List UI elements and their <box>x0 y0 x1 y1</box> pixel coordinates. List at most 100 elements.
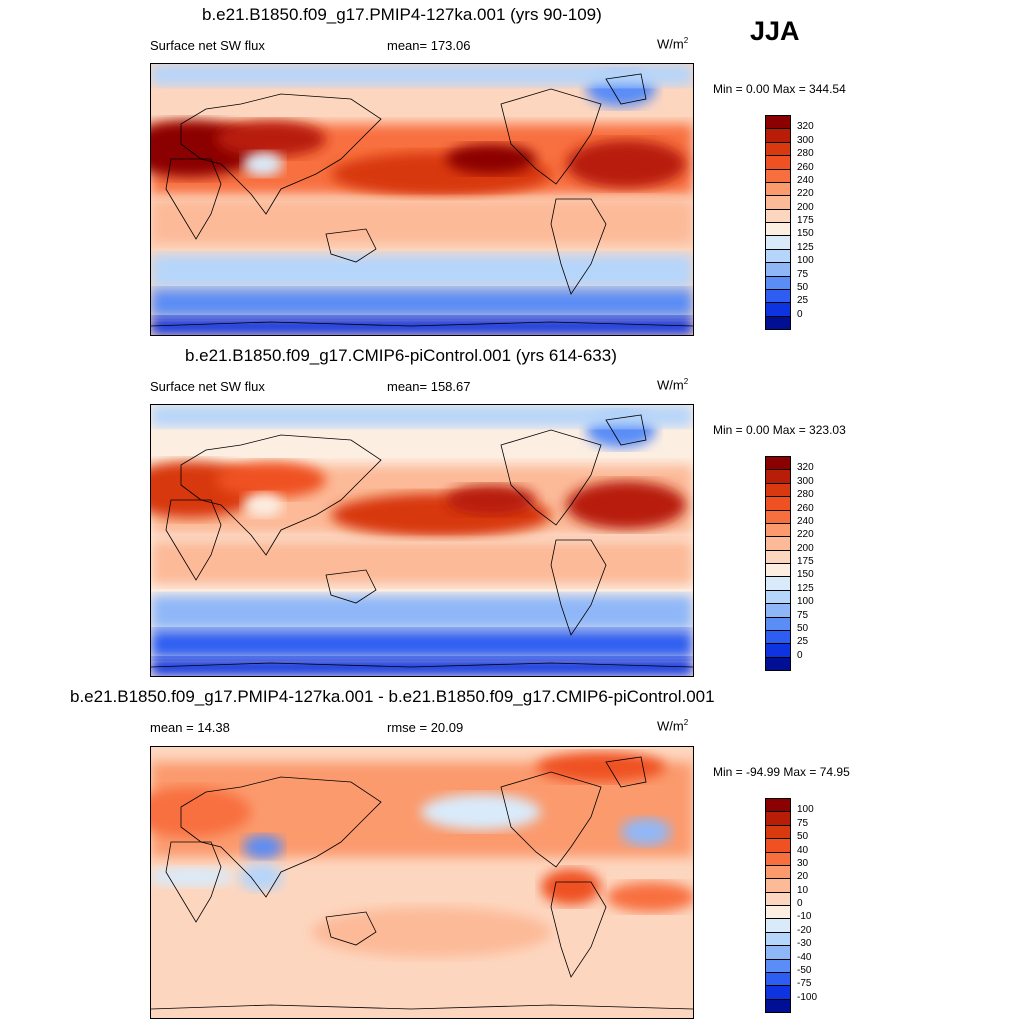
colorbar-box <box>765 302 791 317</box>
colorbar-box <box>765 115 791 130</box>
colorbar-tick-label: 50 <box>797 831 809 843</box>
panel-2-minmax: Min = 0.00 Max = 323.03 <box>713 423 846 437</box>
panel-2-variable-label: Surface net SW flux <box>150 379 265 394</box>
panel-2-map <box>150 404 694 677</box>
panel-3-units: W/m2 <box>657 718 689 734</box>
field-region-tropical-atlantic <box>606 882 693 912</box>
field-region-central-asia <box>216 121 326 157</box>
colorbar-tick-label: -20 <box>797 924 812 936</box>
colorbar-tick-label: 0 <box>797 898 803 909</box>
colorbar-box <box>765 141 791 157</box>
colorbar-box <box>765 275 791 290</box>
panel-1-map <box>150 63 694 336</box>
field-region-south-pacific <box>311 907 551 957</box>
colorbar-tick-label: 20 <box>797 871 809 883</box>
colorbar-box <box>765 878 791 893</box>
coastline-6 <box>151 662 693 668</box>
colorbar-tick-label: 125 <box>797 582 814 594</box>
colorbar-tick-label: 175 <box>797 215 814 226</box>
colorbar-box <box>765 155 791 170</box>
field-region-arctic-greenland <box>536 752 666 782</box>
panel-3-mean-label: mean = 14.38 <box>150 720 230 735</box>
coastline-1 <box>165 158 222 240</box>
panel-1-colorbar: 320 300 280 260 240 220 200 175 150 125 100 75 50 25 0 <box>765 115 845 330</box>
colorbar-tick-label: 200 <box>797 542 814 554</box>
colorbar-box <box>765 315 791 330</box>
colorbar-tick-label: 150 <box>797 569 814 581</box>
colorbar-tick-label: 300 <box>797 134 814 146</box>
colorbar-tick-label: 25 <box>797 636 809 648</box>
colorbar-tick-label: 125 <box>797 241 814 253</box>
colorbar-tick-label: -100 <box>797 991 818 1003</box>
colorbar-box <box>765 958 791 973</box>
coastline-5 <box>605 414 647 446</box>
colorbar-tick-label: -30 <box>797 938 812 950</box>
panel-1-title: b.e21.B1850.f09_g17.PMIP4-127ka.001 (yrs… <box>202 5 602 24</box>
colorbar-tick-label: 260 <box>797 502 814 514</box>
colorbar-box <box>765 262 791 277</box>
colorbar-box <box>765 509 791 524</box>
colorbar-box <box>765 222 791 237</box>
coastline-3 <box>500 771 602 868</box>
colorbar-tick-label: 220 <box>797 529 814 541</box>
panel-2-title: b.e21.B1850.f09_g17.CMIP6-piControl.001 … <box>185 346 617 365</box>
colorbar-tick-label: 280 <box>797 148 814 160</box>
field-region-southern-ocean-mid-latitudes <box>151 595 693 630</box>
coastline-5 <box>605 73 647 105</box>
field-region-india <box>239 863 283 891</box>
panel-2-mean-label: mean= 158.67 <box>387 379 471 394</box>
colorbar-box <box>765 851 791 866</box>
colorbar-box <box>765 208 791 223</box>
colorbar-tick-label: 10 <box>797 884 809 896</box>
colorbar-box <box>765 235 791 250</box>
colorbar-box <box>765 656 791 671</box>
colorbar-box <box>765 811 791 826</box>
colorbar-tick-label: 50 <box>797 622 809 634</box>
colorbar-box <box>765 603 791 618</box>
colorbar-box <box>765 576 791 591</box>
coastline-0 <box>180 776 382 898</box>
colorbar-tick-label: 75 <box>797 817 809 829</box>
colorbar-tick-label: 300 <box>797 475 814 487</box>
colorbar-tick-label: 25 <box>797 295 809 307</box>
colorbar-tick-label: 175 <box>797 556 814 567</box>
coastline-0 <box>180 93 382 215</box>
coastline-3 <box>500 88 602 185</box>
field-region-southern-ocean-high-latitudes <box>151 289 693 317</box>
colorbar-box <box>765 288 791 304</box>
colorbar-box <box>765 824 791 840</box>
colorbar-tick-label: 100 <box>797 596 814 608</box>
colorbar-box <box>765 482 791 498</box>
panel-1-minmax: Min = 0.00 Max = 344.54 <box>713 82 846 96</box>
colorbar-box <box>765 616 791 631</box>
coastline-3 <box>500 429 602 526</box>
panel-1-units: W/m2 <box>657 36 689 52</box>
colorbar-tick-label: 260 <box>797 161 814 173</box>
colorbar-box <box>765 971 791 987</box>
colorbar-box <box>765 905 791 920</box>
colorbar-tick-label: 220 <box>797 188 814 200</box>
coastline-6 <box>151 1004 693 1010</box>
field-region-tibetan-plateau <box>243 835 283 859</box>
colorbar-box <box>765 195 791 210</box>
coastline-1 <box>165 841 222 923</box>
field-region-caribbean-central-america <box>541 869 601 905</box>
colorbar-box <box>765 798 791 813</box>
panel-3-title: b.e21.B1850.f09_g17.PMIP4-127ka.001 - b.… <box>70 687 715 706</box>
colorbar-tick-label: 0 <box>797 308 803 320</box>
colorbar-box <box>765 985 791 1000</box>
field-region-north-atlantic-subtropics <box>566 140 686 188</box>
colorbar-box <box>765 891 791 906</box>
colorbar-tick-label: -40 <box>797 951 812 963</box>
colorbar-tick-label: 280 <box>797 489 814 501</box>
panel-1-mean-label: mean= 173.06 <box>387 38 471 53</box>
colorbar-box <box>765 522 791 538</box>
colorbar-tick-label: 240 <box>797 515 814 527</box>
panel-1-variable-label: Surface net SW flux <box>150 38 265 53</box>
colorbar-box <box>765 181 791 197</box>
colorbar-box <box>765 998 791 1013</box>
field-region-north-atlantic <box>621 818 671 846</box>
colorbar-tick-label: -50 <box>797 964 812 976</box>
colorbar-box <box>765 128 791 143</box>
colorbar-box <box>765 945 791 960</box>
